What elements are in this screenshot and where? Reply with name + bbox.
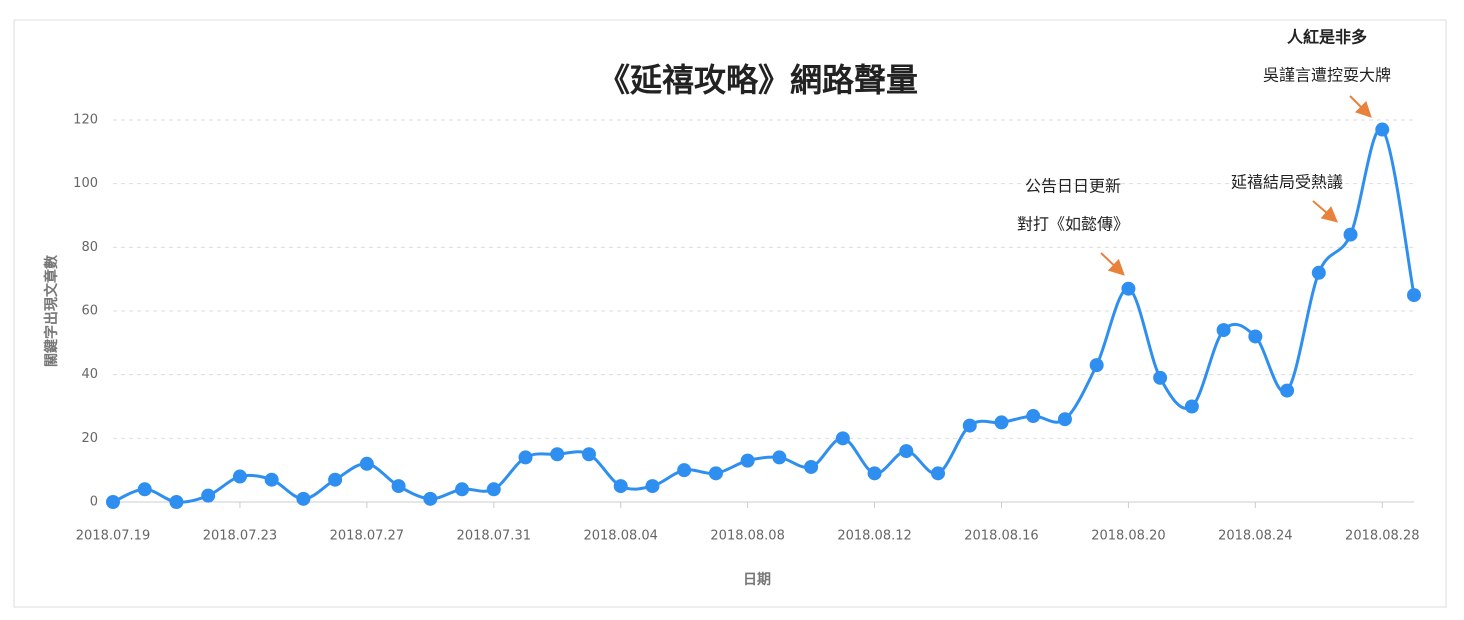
y-tick-label: 80 (81, 240, 98, 255)
x-tick-label: 2018.08.12 (837, 529, 911, 544)
x-tick-label: 2018.07.23 (203, 529, 277, 544)
y-tick-label: 0 (90, 495, 98, 510)
point (962, 418, 977, 433)
point (201, 488, 216, 503)
point (740, 453, 755, 468)
point (804, 459, 819, 474)
point (264, 472, 279, 487)
annotation-arrow (1349, 95, 1372, 118)
point (1216, 323, 1231, 338)
point (772, 450, 787, 465)
x-axis-label: 日期 (743, 572, 771, 588)
point (1184, 399, 1199, 414)
x-tick-label: 2018.08.16 (964, 529, 1038, 544)
point (1153, 370, 1168, 385)
point (1407, 288, 1421, 303)
point (581, 447, 596, 462)
point (391, 479, 406, 494)
x-tick-label: 2018.08.08 (710, 529, 784, 544)
point (1343, 227, 1358, 242)
point (994, 415, 1009, 430)
annotation-arrow (1100, 252, 1125, 276)
point (1248, 329, 1263, 344)
point (899, 444, 914, 459)
point (1121, 281, 1136, 296)
point (613, 479, 628, 494)
point (232, 469, 247, 484)
point (708, 466, 723, 481)
point (931, 466, 946, 481)
chart-title: 《延禧攻略》網路聲量 (598, 61, 918, 99)
y-tick-label: 120 (73, 113, 98, 128)
y-tick-label: 100 (73, 176, 98, 191)
point (518, 450, 533, 465)
x-tick-label: 2018.07.27 (330, 529, 404, 544)
y-tick-label: 40 (81, 367, 98, 382)
annotation: 延禧結局受熱議 (1231, 173, 1343, 192)
point (1057, 412, 1072, 427)
point (867, 466, 882, 481)
annotation-arrow (1312, 200, 1339, 223)
annotation: 公告日日更新 (1025, 177, 1121, 196)
point (1375, 122, 1390, 137)
point (677, 463, 692, 478)
y-tick-label: 20 (81, 431, 98, 446)
y-tick-label: 60 (81, 304, 98, 319)
point (137, 482, 152, 497)
annotation: 吳謹言遭控耍大牌 (1263, 66, 1391, 85)
x-tick-label: 2018.08.24 (1218, 529, 1292, 544)
point (296, 491, 311, 506)
point (1311, 265, 1326, 280)
point (359, 456, 374, 471)
x-tick-label: 2018.08.04 (583, 529, 657, 544)
chart-frame (13, 19, 1447, 608)
point (169, 495, 184, 509)
annotation: 人紅是非多 (1287, 28, 1367, 47)
point (835, 431, 850, 446)
point (550, 447, 565, 462)
point (455, 482, 470, 497)
point (1280, 383, 1295, 398)
point (423, 491, 438, 506)
y-axis-label: 關鍵字出現文章數 (43, 255, 60, 367)
point (106, 495, 120, 509)
point (645, 479, 660, 494)
x-tick-label: 2018.07.31 (457, 529, 531, 544)
point (1089, 358, 1104, 373)
x-tick-label: 2018.07.19 (76, 529, 150, 544)
point (1026, 409, 1041, 424)
x-tick-label: 2018.08.28 (1345, 529, 1419, 544)
point (328, 472, 343, 487)
point (486, 482, 501, 497)
annotation: 對打《如懿傳》 (1017, 215, 1129, 234)
x-tick-label: 2018.08.20 (1091, 529, 1165, 544)
